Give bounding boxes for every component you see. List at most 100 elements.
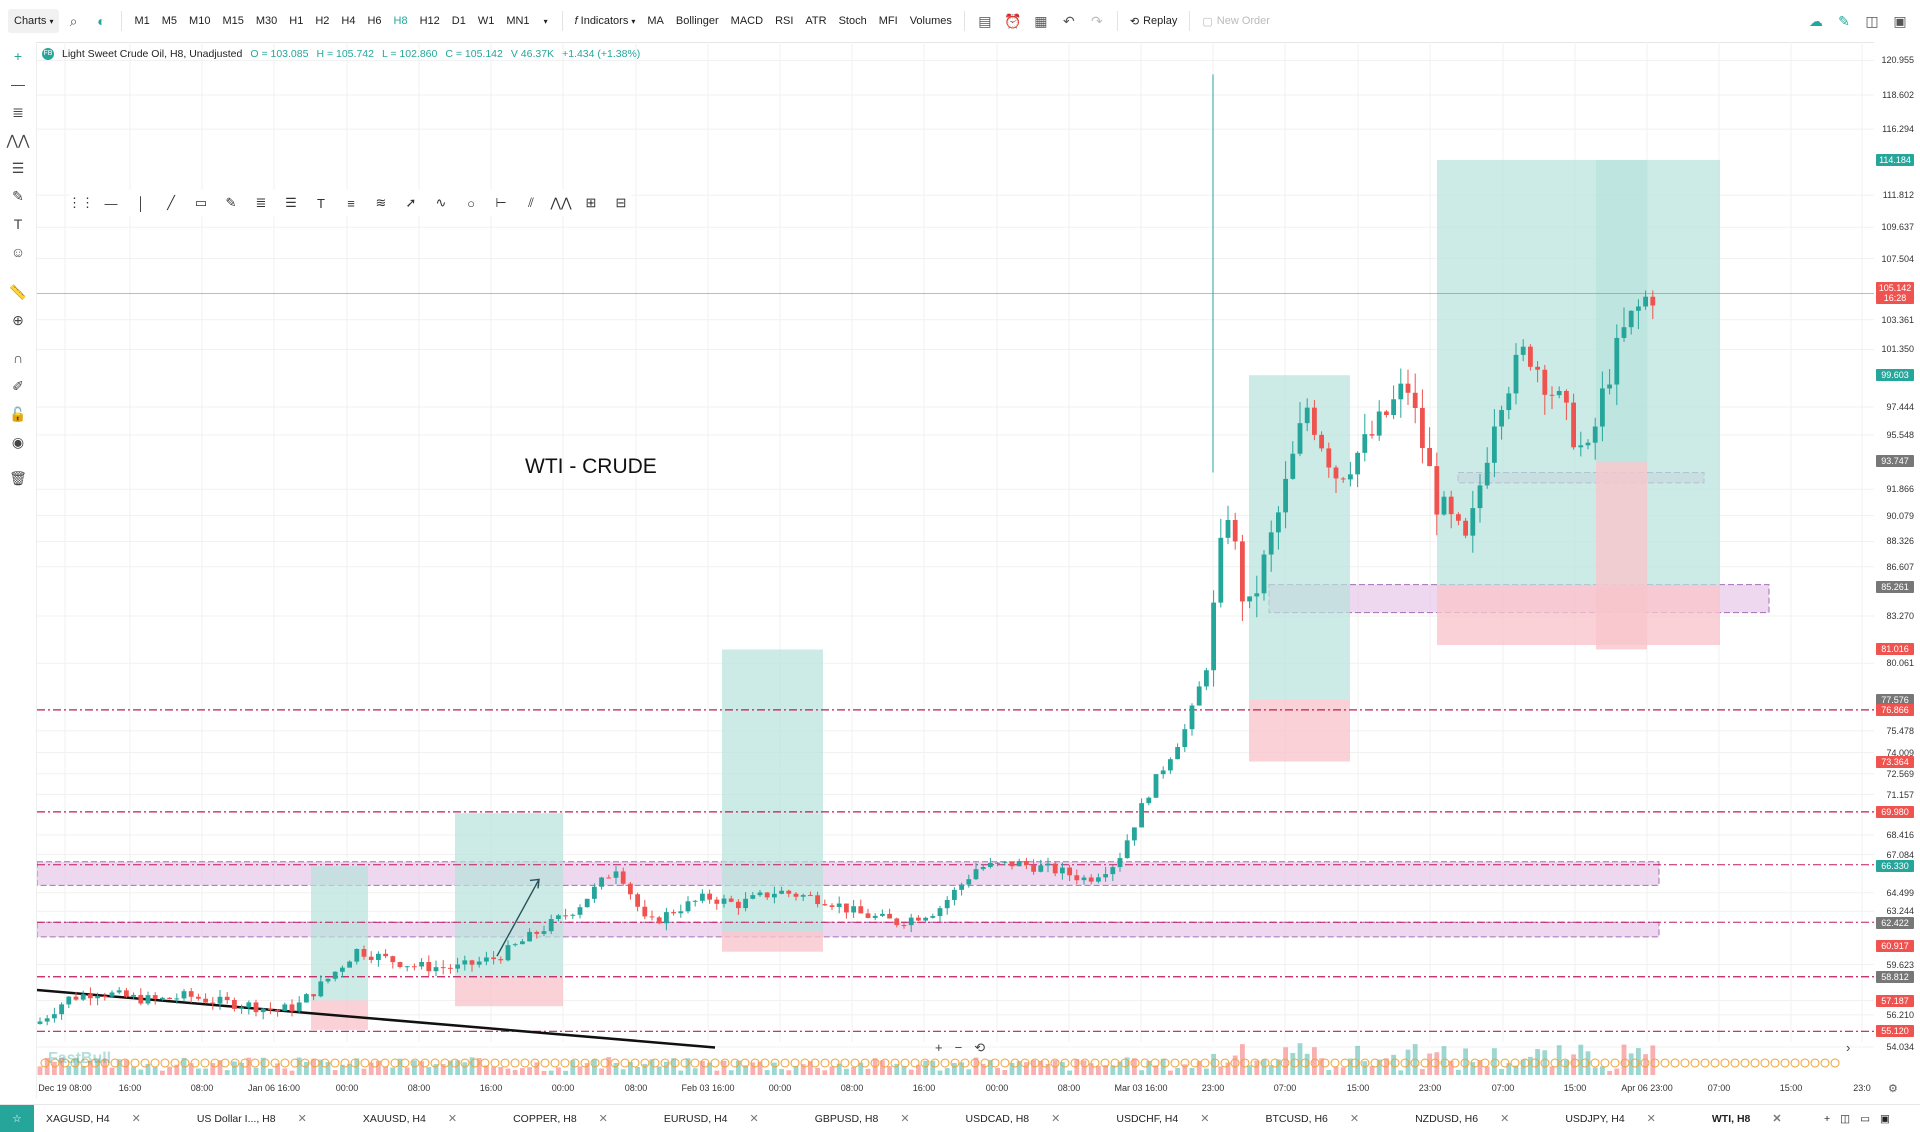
- crosshair-tool[interactable]: +: [8, 46, 28, 66]
- symbol-tab[interactable]: COPPER, H8 ✕: [465, 1105, 616, 1132]
- reset-icon[interactable]: ⟲: [974, 1040, 986, 1055]
- symbol-tab[interactable]: ETH-USDT, H4✕: [1790, 1105, 1814, 1132]
- close-icon[interactable]: ✕: [1772, 1113, 1782, 1125]
- close-icon[interactable]: ✕: [297, 1113, 307, 1125]
- panel-icon[interactable]: ▣: [1879, 1112, 1890, 1125]
- circle-icon[interactable]: ○: [467, 195, 475, 211]
- zoom-in-icon[interactable]: +: [935, 1040, 943, 1055]
- parallel-lines-icon[interactable]: ⫽: [528, 195, 534, 210]
- path-icon[interactable]: ∿: [435, 195, 447, 210]
- timeframe-h1[interactable]: H1: [289, 15, 304, 27]
- alert-button[interactable]: ⏰: [999, 9, 1027, 33]
- parallel-icon[interactable]: ≡: [347, 195, 355, 211]
- arrow-icon[interactable]: ➚: [405, 195, 417, 210]
- symbol-tab[interactable]: WTI, H8 ✕: [1664, 1105, 1790, 1132]
- symbol-tab[interactable]: USDJPY, H4 ✕: [1517, 1105, 1664, 1132]
- close-icon[interactable]: ✕: [1500, 1113, 1510, 1125]
- indicator-bollinger[interactable]: Bollinger: [675, 15, 719, 27]
- timeframe-h12[interactable]: H12: [419, 15, 440, 27]
- delete-tool[interactable]: 🗑: [8, 468, 28, 488]
- short-position-icon[interactable]: ⊟: [615, 195, 627, 210]
- close-icon[interactable]: ✕: [900, 1113, 910, 1125]
- symbol-tab[interactable]: USDCAD, H8 ✕: [918, 1105, 1069, 1132]
- close-icon[interactable]: ✕: [749, 1113, 759, 1125]
- timeframe-m30[interactable]: M30: [255, 15, 278, 27]
- symbol-tab[interactable]: GBPUSD, H8 ✕: [767, 1105, 918, 1132]
- zoom-out-icon[interactable]: −: [954, 1040, 963, 1055]
- add-tab-icon[interactable]: +: [1824, 1112, 1831, 1125]
- channel-tool[interactable]: ≣: [8, 102, 28, 122]
- symbol-tab[interactable]: US Dollar I..., H8 ✕: [149, 1105, 315, 1132]
- calendar-button[interactable]: ▦: [1027, 9, 1055, 33]
- rectangle-icon[interactable]: ▭: [194, 195, 208, 210]
- ray-icon[interactable]: ⊢: [495, 195, 507, 210]
- screenshot-button[interactable]: ◫: [1858, 9, 1886, 33]
- horizontal-line-icon[interactable]: —: [104, 195, 118, 211]
- indicator-rsi[interactable]: RSI: [775, 15, 794, 27]
- timeframe-h8[interactable]: H8: [393, 15, 408, 27]
- close-icon[interactable]: ✕: [1646, 1113, 1656, 1125]
- timeframe-m5[interactable]: M5: [161, 15, 178, 27]
- replay-button[interactable]: ⟲ Replay: [1124, 9, 1183, 33]
- scroll-right-icon[interactable]: ›: [1846, 1040, 1851, 1055]
- close-icon[interactable]: ✕: [131, 1113, 141, 1125]
- indicator-volumes[interactable]: Volumes: [909, 15, 952, 27]
- chart-annotation-text[interactable]: WTI - CRUDE: [525, 455, 657, 478]
- favorites-button[interactable]: ☆: [0, 1105, 34, 1132]
- undo-button[interactable]: ↶: [1055, 9, 1083, 33]
- price-chart[interactable]: [37, 42, 1874, 1077]
- timeframe-m10[interactable]: M10: [189, 15, 211, 27]
- symbol-tab[interactable]: XAGUSD, H4 ✕: [34, 1105, 149, 1132]
- vertical-line-icon[interactable]: │: [136, 195, 146, 211]
- symbol-tab[interactable]: USDCHF, H4 ✕: [1068, 1105, 1217, 1132]
- close-icon[interactable]: ✕: [1051, 1113, 1061, 1125]
- time-axis[interactable]: Dec 19 08:00 16:00 08:00 Jan 06 16:00 00:00 0…: [37, 1080, 1874, 1098]
- text-tool[interactable]: T: [8, 214, 28, 234]
- trend-line-icon[interactable]: ╱: [167, 195, 175, 210]
- timeframe-h6[interactable]: H6: [367, 15, 382, 27]
- compare-button[interactable]: ◐: [87, 9, 115, 33]
- symbol-tab[interactable]: BTCUSD, H6 ✕: [1217, 1105, 1367, 1132]
- brush-icon[interactable]: ✎: [225, 195, 237, 210]
- edit-button[interactable]: ✎: [1830, 9, 1858, 33]
- channel-icon[interactable]: ≣: [255, 195, 267, 210]
- zoom-tool[interactable]: ⊕: [8, 310, 28, 330]
- close-icon[interactable]: ✕: [1200, 1113, 1210, 1125]
- long-position-icon[interactable]: ⊞: [585, 195, 597, 210]
- pattern-tool[interactable]: ⋀⋀: [7, 130, 30, 150]
- symbol-tab[interactable]: EURUSD, H4 ✕: [616, 1105, 767, 1132]
- timeframe-w1[interactable]: W1: [477, 15, 495, 27]
- timeframe-h4[interactable]: H4: [341, 15, 356, 27]
- close-icon[interactable]: ✕: [598, 1113, 608, 1125]
- drag-handle-icon[interactable]: ⋮⋮: [68, 195, 94, 210]
- price-axis[interactable]: 120.955 118.602 116.294 111.812 109.637 107.5…: [1874, 42, 1920, 1077]
- line-tool[interactable]: —: [8, 74, 28, 94]
- indicator-ma[interactable]: MA: [647, 15, 664, 27]
- window-icon[interactable]: ▭: [1860, 1112, 1870, 1125]
- indicators-button[interactable]: f Indicators ▾: [569, 9, 642, 33]
- symbol-tab[interactable]: NZDUSD, H6 ✕: [1367, 1105, 1517, 1132]
- close-icon[interactable]: ✕: [1349, 1113, 1360, 1125]
- fib-tool[interactable]: ☰: [8, 158, 28, 178]
- charts-dropdown[interactable]: Charts ▾: [8, 9, 60, 33]
- keep-drawing-tool[interactable]: ✐: [8, 376, 28, 396]
- timeframe-m15[interactable]: M15: [222, 15, 244, 27]
- panel-button[interactable]: ▣: [1886, 9, 1914, 33]
- timeframe-m1[interactable]: M1: [134, 15, 150, 27]
- legend-symbol[interactable]: Light Sweet Crude Oil, H8, Unadjusted: [62, 48, 243, 60]
- layout-button[interactable]: ▤: [971, 9, 999, 33]
- indicator-stoch[interactable]: Stoch: [838, 15, 867, 27]
- timeframe-h2[interactable]: H2: [315, 15, 330, 27]
- indicator-macd[interactable]: MACD: [730, 15, 764, 27]
- indicator-atr[interactable]: ATR: [805, 15, 827, 27]
- fib-icon[interactable]: ☰: [285, 195, 297, 210]
- timeframe-d1[interactable]: D1: [451, 15, 466, 27]
- new-order-button[interactable]: ▢ New Order: [1196, 9, 1276, 33]
- search-button[interactable]: ⌕: [59, 9, 87, 33]
- cloud-button[interactable]: ☁: [1802, 9, 1830, 33]
- lock-tool[interactable]: 🔓: [8, 404, 28, 424]
- indicator-mfi[interactable]: MFI: [878, 15, 898, 27]
- levels-icon[interactable]: ≋: [375, 195, 387, 210]
- magnet-tool[interactable]: ∩: [8, 348, 28, 368]
- hide-tool[interactable]: ◉: [8, 432, 28, 452]
